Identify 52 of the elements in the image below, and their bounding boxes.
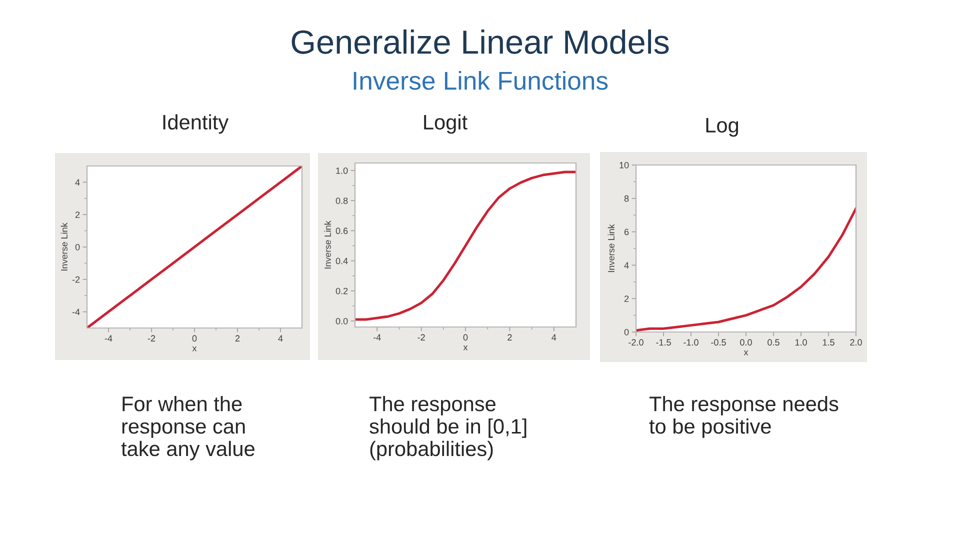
y-tick-label: 4 xyxy=(624,262,629,268)
x-tick-label: -1.0 xyxy=(684,339,698,346)
x-tick-label: 2.0 xyxy=(850,339,862,346)
y-tick-label: 0.6 xyxy=(336,228,348,234)
x-tick-label: 0 xyxy=(463,334,468,341)
y-tick-label: 0.2 xyxy=(336,288,348,294)
y-axis-title: Inverse Link xyxy=(324,220,331,268)
y-tick-label: -4 xyxy=(72,308,80,316)
chart-title: Identity xyxy=(163,114,229,134)
y-tick-label: 2 xyxy=(75,212,80,218)
y-axis-title: Inverse Link xyxy=(60,222,68,270)
y-tick-label: 0.8 xyxy=(336,198,348,204)
y-tick-label: 0.4 xyxy=(336,258,348,264)
y-tick-label: 10 xyxy=(620,162,629,168)
x-tick-label: -2 xyxy=(418,334,425,340)
x-axis-title: x xyxy=(192,346,197,352)
chart-title: Log xyxy=(706,118,738,137)
y-tick-label: 6 xyxy=(624,228,629,236)
x-axis-title: x xyxy=(744,350,748,356)
y-tick-label: 0.0 xyxy=(336,318,348,324)
x-tick-label: 1.5 xyxy=(822,339,834,346)
x-tick-label: 2 xyxy=(508,334,512,340)
text: For when the response can take any value xyxy=(121,396,254,460)
y-tick-label: 1.0 xyxy=(336,167,348,174)
text: The response needs to be positive xyxy=(649,396,838,438)
y-tick-label: 2 xyxy=(624,296,629,302)
text: The response should be in [0,1] (probabilities) xyxy=(369,396,526,460)
y-tick-label: 4 xyxy=(75,179,80,186)
x-tick-label: -4 xyxy=(104,335,112,342)
text: Generalize Linear Models xyxy=(292,29,669,54)
y-tick-label: 0 xyxy=(624,328,629,336)
x-tick-label: -4 xyxy=(373,334,381,340)
line-series xyxy=(87,166,302,328)
x-tick-label: -0.5 xyxy=(711,339,726,346)
y-tick-label: 0 xyxy=(75,244,80,250)
x-tick-label: 0 xyxy=(192,335,197,342)
x-axis-title: x xyxy=(463,346,468,350)
x-tick-label: 2 xyxy=(235,335,240,342)
chart-title: Logit xyxy=(424,114,468,134)
line-series xyxy=(355,170,576,321)
x-tick-label: -2 xyxy=(148,335,156,342)
x-tick-label: 1.0 xyxy=(795,339,807,346)
y-axis-title: Inverse Link xyxy=(608,224,614,272)
x-tick-label: 0.5 xyxy=(768,339,780,346)
text: Inverse Link Functions xyxy=(354,71,608,90)
x-tick-label: 4 xyxy=(278,335,283,342)
x-tick-label: -2.0 xyxy=(628,339,644,346)
x-tick-label: 4 xyxy=(552,334,556,340)
y-tick-label: 8 xyxy=(624,195,629,202)
y-tick-label: -2 xyxy=(72,276,80,283)
x-tick-label: -1.5 xyxy=(656,339,671,346)
x-tick-label: 0.0 xyxy=(740,339,752,346)
